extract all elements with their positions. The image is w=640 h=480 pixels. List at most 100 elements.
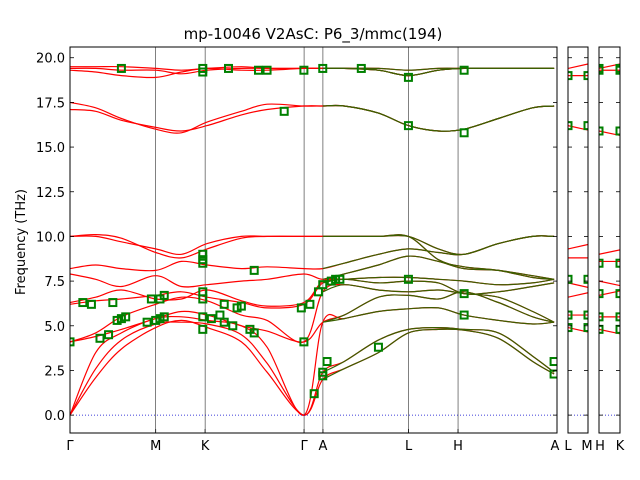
data-marker bbox=[305, 299, 315, 309]
data-marker bbox=[373, 342, 383, 352]
data-marker bbox=[249, 328, 259, 338]
comparison-band-line-5 bbox=[322, 284, 555, 323]
data-marker bbox=[583, 71, 588, 81]
data-marker bbox=[403, 72, 413, 82]
y-tick-label: 5.0 bbox=[44, 320, 65, 335]
data-marker bbox=[459, 65, 469, 75]
data-marker bbox=[459, 310, 469, 320]
data-marker bbox=[262, 65, 272, 75]
x-tick-label: H bbox=[595, 439, 605, 454]
data-marker bbox=[615, 63, 620, 73]
panel-l-m-content bbox=[568, 63, 588, 333]
x-tick-label: L bbox=[405, 439, 413, 454]
data-marker bbox=[599, 312, 604, 322]
data-marker bbox=[142, 317, 152, 327]
data-marker bbox=[296, 303, 306, 313]
data-marker bbox=[599, 126, 604, 136]
data-marker bbox=[599, 63, 604, 73]
comparison-band-line-4 bbox=[322, 291, 555, 323]
data-marker bbox=[403, 121, 413, 131]
x-tick-label: Γ bbox=[66, 439, 74, 454]
data-marker bbox=[583, 323, 588, 333]
data-marker bbox=[224, 63, 234, 73]
data-marker bbox=[318, 280, 328, 290]
data-marker bbox=[568, 71, 573, 81]
comparison-band-line-2 bbox=[322, 326, 555, 373]
data-marker bbox=[219, 317, 229, 327]
band-line-segment bbox=[568, 243, 588, 250]
data-marker bbox=[86, 299, 96, 309]
data-marker bbox=[615, 126, 620, 136]
y-tick-label: 17.5 bbox=[36, 96, 65, 111]
x-tick-label: Γ bbox=[300, 439, 308, 454]
x-tick-label: H bbox=[453, 439, 463, 454]
band-line-segment bbox=[568, 292, 588, 298]
y-tick-label: 10.0 bbox=[36, 230, 65, 245]
panel-h-k-content bbox=[599, 63, 620, 335]
data-marker bbox=[459, 128, 469, 138]
comparison-band-line-6 bbox=[322, 278, 555, 295]
data-marker bbox=[236, 301, 246, 311]
x-tick-label: M bbox=[581, 439, 592, 454]
data-marker bbox=[459, 289, 469, 299]
data-marker bbox=[228, 321, 238, 331]
data-marker bbox=[219, 299, 229, 309]
data-marker bbox=[568, 274, 573, 284]
data-marker bbox=[318, 63, 328, 73]
x-tick-label: A bbox=[318, 439, 327, 454]
data-marker bbox=[299, 65, 309, 75]
main-panel-markers bbox=[70, 63, 557, 399]
band-line-segment bbox=[599, 280, 620, 287]
data-marker bbox=[583, 121, 588, 131]
axes-frame-3 bbox=[598, 46, 621, 434]
chart-title: mp-10046 V2AsC: P6_3/mmc(194) bbox=[184, 25, 443, 44]
data-marker bbox=[568, 310, 573, 320]
data-marker bbox=[206, 314, 216, 324]
data-marker bbox=[198, 312, 208, 322]
data-marker bbox=[615, 312, 620, 322]
comparison-band-line-8 bbox=[322, 255, 555, 280]
y-tick-label: 15.0 bbox=[36, 141, 65, 156]
band-line-segment bbox=[568, 63, 588, 70]
comparison-band-line-1 bbox=[322, 328, 555, 380]
data-marker bbox=[583, 274, 588, 284]
data-marker bbox=[198, 287, 208, 297]
data-marker bbox=[121, 312, 131, 322]
data-marker bbox=[159, 290, 169, 300]
y-tick-label: 20.0 bbox=[36, 52, 65, 67]
y-axis-ticks: 0.0 2.5 5.0 7.5 10.0 12.5 15.0 17.5 20.0 bbox=[36, 52, 620, 424]
data-marker bbox=[335, 274, 345, 284]
data-marker bbox=[159, 312, 169, 322]
y-tick-label: 0.0 bbox=[44, 409, 65, 424]
data-marker bbox=[615, 258, 620, 268]
data-marker bbox=[198, 249, 208, 259]
data-marker bbox=[253, 65, 263, 75]
axes-frame-2 bbox=[567, 46, 589, 434]
data-marker bbox=[198, 324, 208, 334]
data-marker bbox=[615, 324, 620, 334]
x-tick-label: L bbox=[564, 439, 572, 454]
data-marker bbox=[403, 274, 413, 284]
x-tick-label: K bbox=[201, 439, 210, 454]
data-marker bbox=[104, 330, 114, 340]
data-marker bbox=[599, 289, 604, 299]
comparison-band-line-7 bbox=[322, 276, 555, 286]
comparison-band-line-13 bbox=[322, 104, 555, 132]
data-marker bbox=[116, 63, 126, 73]
y-tick-label: 2.5 bbox=[44, 364, 65, 379]
band-line-segment bbox=[599, 249, 620, 255]
data-marker bbox=[568, 121, 573, 131]
comparison-band-line-11 bbox=[322, 234, 555, 280]
comparison-band-line-3 bbox=[322, 306, 555, 325]
x-tick-label: M bbox=[150, 439, 161, 454]
data-marker bbox=[78, 298, 88, 308]
data-marker bbox=[108, 298, 118, 308]
data-marker bbox=[356, 63, 366, 73]
data-marker bbox=[583, 310, 588, 320]
data-marker bbox=[70, 337, 75, 347]
data-marker bbox=[322, 357, 332, 367]
data-marker bbox=[599, 258, 604, 268]
